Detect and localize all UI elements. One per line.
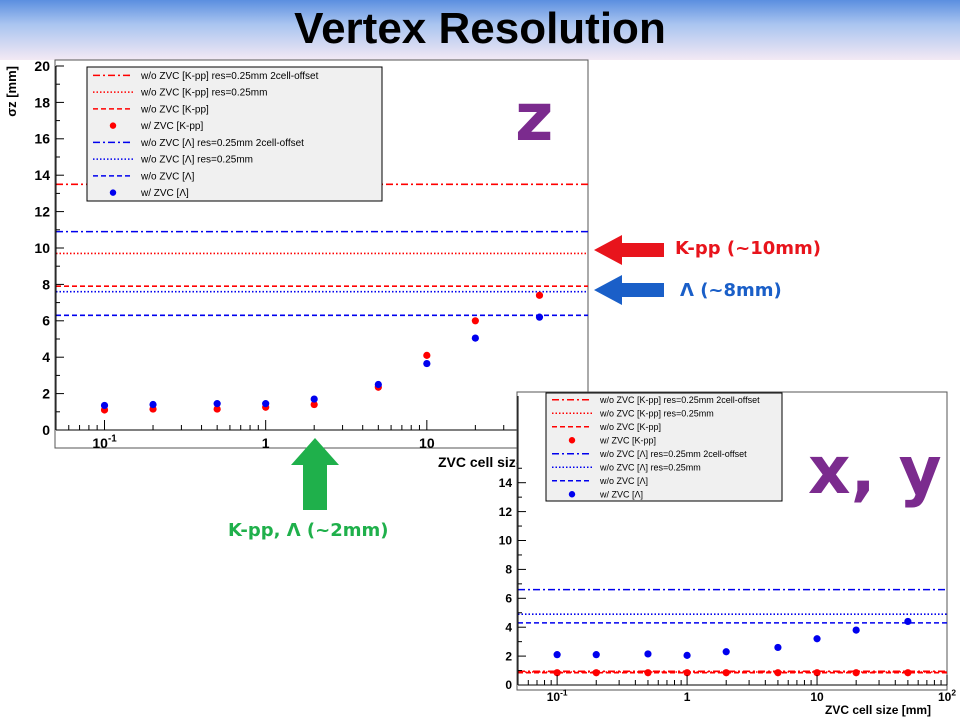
data-point-7-3 (262, 400, 270, 408)
legend: w/o ZVC [K-pp] res=0.25mm 2cell-offset w/… (86, 66, 383, 202)
x-tick-label: 10 (419, 435, 435, 451)
legend-marker-3 (109, 122, 117, 129)
y-tick-label: 12 (34, 204, 50, 220)
y-axis-label: σz [mm] (4, 66, 19, 117)
data-point-7-0 (553, 651, 561, 659)
legend-label-0: w/o ZVC [K-pp] res=0.25mm 2cell-offset (599, 395, 760, 405)
y-tick-label: 2 (42, 386, 50, 402)
data-point-7-4 (310, 395, 318, 403)
legend-label-4: w/o ZVC [Λ] res=0.25mm 2cell-offset (140, 138, 304, 149)
legend-marker-7 (109, 189, 117, 196)
legend-label-5: w/o ZVC [Λ] res=0.25mm (599, 462, 701, 472)
x-tick-label: 102 (938, 688, 956, 704)
data-point-3-8 (904, 669, 912, 677)
legend-label-3: w/ ZVC [K-pp] (599, 435, 656, 445)
legend: w/o ZVC [K-pp] res=0.25mm 2cell-offset w/… (545, 392, 783, 502)
legend-label-0: w/o ZVC [K-pp] res=0.25mm 2cell-offset (140, 71, 319, 82)
y-tick-label: 16 (34, 131, 50, 147)
data-point-7-7 (852, 626, 860, 634)
data-point-3-3 (683, 669, 691, 677)
x-tick-label: 1 (262, 435, 270, 451)
y-tick-label: 2 (505, 649, 512, 663)
legend-box (545, 392, 783, 502)
legend-label-3: w/ ZVC [K-pp] (140, 121, 203, 132)
legend-label-4: w/o ZVC [Λ] res=0.25mm 2cell-offset (599, 449, 747, 459)
data-point-7-6 (813, 635, 821, 643)
y-tick-label: 20 (34, 58, 50, 74)
legend-box (86, 66, 383, 202)
y-tick-label: 8 (505, 563, 512, 577)
data-point-7-3 (683, 651, 691, 659)
legend-label-2: w/o ZVC [K-pp] (140, 104, 209, 115)
up-arrow (291, 438, 339, 510)
data-point-7-0 (100, 401, 109, 410)
data-point-7-1 (592, 651, 600, 659)
y-tick-label: 12 (499, 505, 513, 519)
x-tick-label: 10-1 (92, 434, 117, 451)
bottom-arrow-label: K-pp, Λ (~2mm) (228, 520, 389, 541)
x-axis-label: ZVC cell size [mm] (825, 703, 931, 717)
legend-marker-7 (568, 491, 576, 498)
plot-area (518, 588, 947, 677)
data-point-7-8 (535, 313, 544, 321)
x-tick-label: 10-1 (547, 688, 568, 704)
data-point-3-7 (852, 669, 860, 677)
legend-marker-3 (568, 437, 576, 444)
data-point-7-2 (213, 400, 221, 408)
legend-label-1: w/o ZVC [K-pp] res=0.25mm (140, 88, 267, 99)
y-tick-label: 18 (34, 94, 50, 110)
legend-label-7: w/ ZVC [Λ] (140, 188, 189, 199)
data-point-7-5 (774, 643, 782, 652)
y-tick-label: 4 (42, 349, 50, 365)
data-point-3-8 (535, 291, 544, 299)
data-point-7-5 (374, 380, 382, 389)
kpp-arrow-label: K-pp (~10mm) (675, 238, 821, 259)
data-point-3-4 (722, 669, 730, 677)
y-tick-label: 10 (499, 534, 513, 548)
z-panel-letter: z (515, 79, 553, 156)
data-point-3-2 (213, 405, 221, 413)
plot-area (56, 183, 588, 414)
legend-label-5: w/o ZVC [Λ] res=0.25mm (140, 155, 253, 166)
slide-title: Vertex Resolution (294, 4, 666, 53)
title-bar (0, 0, 960, 60)
y-tick-label: 14 (34, 167, 50, 183)
data-point-3-6 (423, 351, 431, 359)
lambda-arrow (594, 275, 664, 305)
data-point-3-4 (310, 400, 318, 409)
x-tick-label: 10 (810, 690, 824, 704)
data-point-3-7 (471, 317, 479, 325)
y-tick-label: 0 (42, 422, 50, 438)
data-point-7-8 (904, 617, 912, 626)
legend-label-2: w/o ZVC [K-pp] (599, 422, 661, 432)
x-tick-label: 1 (684, 690, 691, 704)
y-tick-label: 14 (499, 476, 513, 490)
lambda-arrow-label: Λ (~8mm) (680, 280, 782, 301)
legend-label-1: w/o ZVC [K-pp] res=0.25mm (599, 408, 714, 418)
legend-label-6: w/o ZVC [Λ] (140, 171, 195, 182)
y-tick-label: 10 (34, 240, 50, 256)
legend-label-6: w/o ZVC [Λ] (599, 476, 648, 486)
data-point-3-1 (592, 669, 600, 677)
y-tick-label: 6 (505, 592, 512, 606)
y-tick-label: 4 (505, 620, 512, 634)
xy-panel-letter: x, y (808, 432, 942, 509)
data-point-3-5 (774, 669, 782, 677)
y-tick-label: 0 (505, 678, 512, 692)
data-point-7-1 (149, 400, 157, 409)
data-point-3-6 (813, 669, 821, 677)
data-point-7-6 (423, 359, 431, 368)
legend-label-7: w/ ZVC [Λ] (599, 489, 643, 499)
data-point-3-0 (553, 669, 561, 677)
y-tick-label: 8 (42, 276, 50, 292)
chart-panel-1: 0 2 4 6 8 10 12 14 10-1 1 10 102 ZVC cell size [mm] w… (499, 391, 956, 717)
kpp-arrow (594, 235, 664, 265)
y-tick-label: 6 (42, 313, 50, 329)
data-point-7-4 (722, 648, 730, 656)
data-point-7-2 (644, 650, 652, 658)
data-point-3-2 (644, 669, 652, 677)
data-point-7-7 (471, 334, 479, 342)
